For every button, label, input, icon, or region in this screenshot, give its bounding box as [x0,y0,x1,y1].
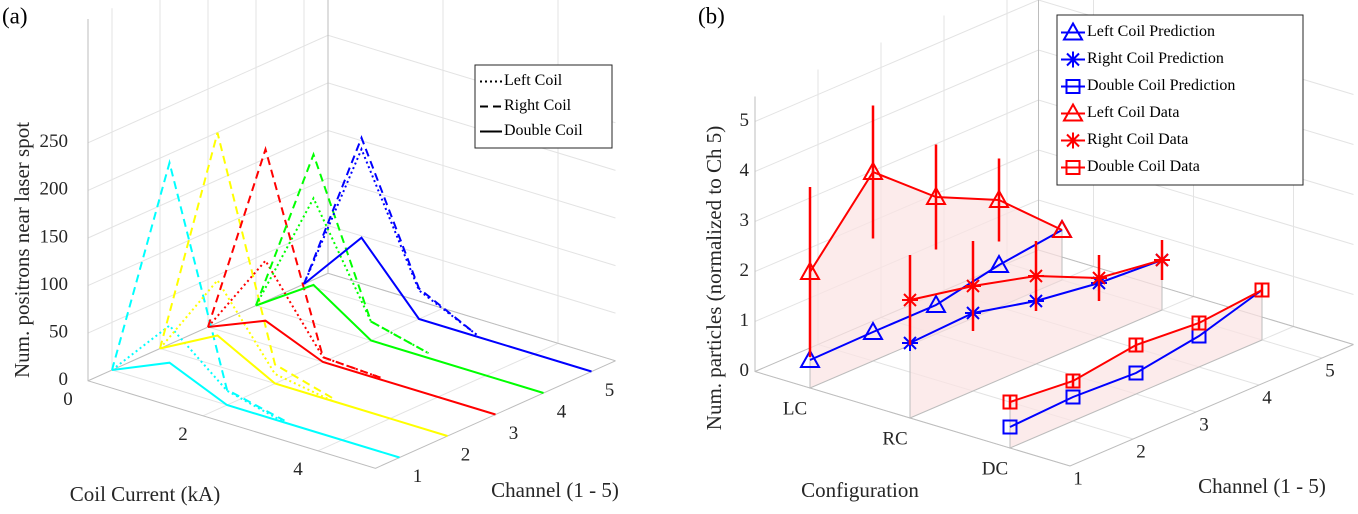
line [255,196,429,355]
marker [925,293,947,313]
grid-line [303,0,592,372]
z-axis-label: Num. positrons near laser spot [10,122,34,378]
z-tick-label: 4 [740,160,750,181]
y-tick-label: 2 [1136,441,1146,462]
marker [1065,389,1081,405]
marker [965,278,981,294]
legend-label: Double Coil Prediction [1087,77,1235,94]
line [1009,289,1263,428]
x-tick-label: RC [882,428,907,449]
z-tick-label: 200 [40,179,69,200]
z-tick-label: 5 [740,110,750,131]
x-tick-label: 0 [63,389,73,410]
legend-marker [1062,21,1084,41]
line [809,229,1063,361]
marker [1128,365,1144,381]
x-tick-label: 2 [178,424,188,445]
legend-label: Left Coil [504,72,563,89]
panel-label: (b) [698,3,725,28]
legend-label: Left Coil Data [1087,104,1179,121]
axis-edge [754,96,1354,467]
legend-label: Right Coil Prediction [1087,50,1224,67]
marker [799,348,821,368]
y-tick-label: 2 [461,444,471,465]
line [159,132,334,399]
marker [1254,282,1270,298]
z-tick-label: 250 [40,131,69,152]
marker [902,292,918,308]
y-tick-label: 3 [1199,414,1209,435]
x-axis-label: Configuration [801,478,919,502]
marker [862,160,884,180]
y-tick-label: 4 [1262,387,1272,408]
line [159,334,448,437]
marker [1002,419,1018,435]
panel-label: (a) [2,3,28,28]
line [255,151,429,355]
data-layer: Left Coil Right Coil Double Coil Left Coil … [111,14,1304,459]
z-tick-label: 2 [740,260,750,281]
marker [1154,252,1170,268]
z-tick-label: 100 [40,274,69,295]
marker [1091,270,1107,286]
marker [1128,337,1144,353]
line [207,145,381,379]
y-tick-label: 5 [1325,360,1335,381]
y-tick-label: 3 [509,423,519,444]
x-axis-label: Coil Current (kA) [70,482,220,506]
line [255,283,544,394]
legend-label: Right Coil Data [1087,131,1188,148]
x-tick-label: LC [783,398,807,419]
marker [799,260,821,280]
line [303,236,592,373]
z-tick-label: 3 [740,210,750,231]
legend-marker [1065,160,1081,175]
marker [1002,394,1018,410]
z-tick-label: 1 [740,310,750,331]
line [207,258,381,379]
legend-label: Double Coil Data [1087,158,1200,175]
legend-label: Left Coil Prediction [1087,23,1215,40]
marker [988,253,1010,273]
z-tick-label: 0 [740,360,750,381]
y-tick-label: 5 [605,380,615,401]
y-tick-label: 1 [1073,468,1083,489]
line [303,146,478,336]
legend-marker [1065,51,1081,68]
marker [925,185,947,205]
y-tick-label: 1 [413,466,423,487]
legend-marker [1065,79,1081,94]
line [111,324,285,424]
marker [1051,218,1073,238]
legend-label: Right Coil [504,97,572,114]
line [207,319,496,416]
x-tick-label: 4 [293,459,303,480]
z-tick-label: 150 [40,226,69,247]
grid-line [207,0,496,415]
legend-marker [1062,102,1084,122]
z-tick-label: 50 [49,322,68,343]
z-axis-label: Num. particles (normalized to Ch 5) [702,126,726,430]
line [159,278,333,402]
legend-label: Double Coil [504,122,583,139]
y-tick-label: 4 [557,401,567,422]
axis-edge [87,19,616,469]
x-tick-label: DC [982,458,1008,479]
marker [1028,268,1044,284]
marker [862,320,884,340]
marker [1065,373,1081,389]
marker [1191,315,1207,331]
grid-line [255,0,544,394]
y-axis-label: Channel (1 - 5) [491,478,619,502]
y-axis-label: Channel (1 - 5) [1198,474,1326,498]
line [111,361,400,459]
line [111,158,285,422]
legend-box [1056,14,1304,186]
z-tick-label: 0 [59,369,69,390]
line [303,135,478,336]
marker [988,188,1010,208]
legend-marker [1065,132,1081,149]
